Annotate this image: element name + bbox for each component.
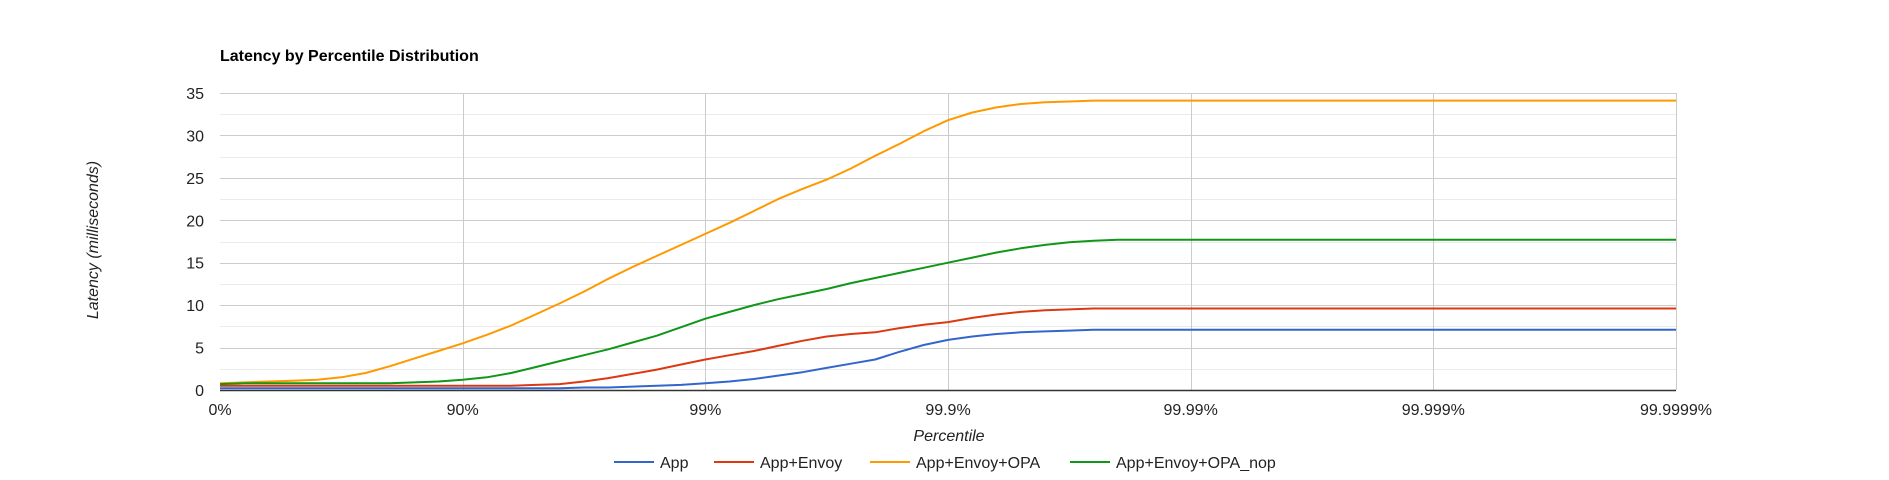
- legend: App App+Envoy App+Envoy+OPA App+Envoy+OPA_n…: [614, 455, 1276, 472]
- x-tick-label: 0%: [208, 402, 231, 419]
- legend-label: App+Envoy+OPA_nop: [1116, 455, 1276, 472]
- y-tick-label: 10: [186, 298, 204, 315]
- major-gridlines: [220, 93, 1677, 390]
- y-axis-ticks: 0 5 10 15 20 25 30 35: [186, 86, 204, 400]
- series-line-app-envoy-opa-nop: [219, 238, 1676, 386]
- y-tick-label: 0: [195, 383, 204, 400]
- y-tick-label: 35: [186, 86, 204, 103]
- x-axis-ticks: 0% 90% 99% 99.9% 99.99% 99.999% 99.9999%: [208, 402, 1712, 419]
- legend-label: App: [660, 455, 689, 472]
- chart-title: Latency by Percentile Distribution: [220, 48, 479, 65]
- legend-label: App+Envoy+OPA: [916, 455, 1041, 472]
- x-tick-label: 99.99%: [1164, 402, 1218, 419]
- series-line-app-envoy: [220, 307, 1676, 387]
- x-tick-label: 99.9999%: [1640, 402, 1712, 419]
- y-tick-label: 15: [186, 256, 204, 273]
- y-tick-label: 25: [186, 171, 204, 188]
- y-tick-label: 30: [186, 128, 204, 145]
- y-tick-label: 5: [195, 341, 204, 358]
- x-tick-label: 99.9%: [925, 402, 970, 419]
- y-tick-label: 20: [186, 213, 204, 230]
- series-line-app-envoy-opa: [219, 99, 1676, 385]
- x-tick-label: 99%: [689, 402, 721, 419]
- x-tick-label: 99.999%: [1402, 402, 1465, 419]
- series-lines: [219, 99, 1676, 390]
- x-tick-label: 90%: [447, 402, 479, 419]
- legend-label: App+Envoy: [760, 455, 842, 472]
- y-axis-title: Latency (milliseconds): [85, 161, 102, 319]
- x-axis-title: Percentile: [913, 428, 984, 445]
- series-line-app: [220, 328, 1676, 390]
